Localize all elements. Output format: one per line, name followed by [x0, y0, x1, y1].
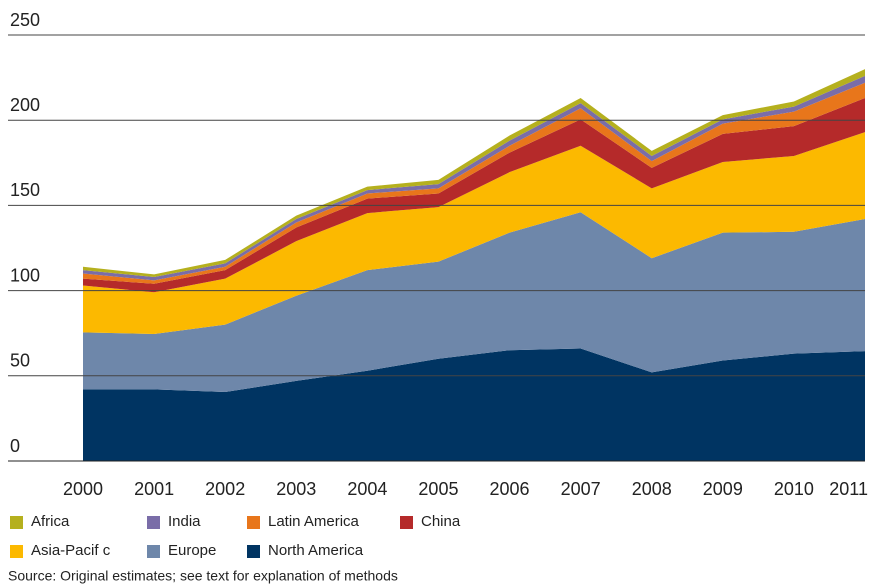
legend-label: North America	[268, 542, 364, 559]
area	[83, 98, 865, 293]
area	[83, 212, 865, 392]
legend-label: Africa	[31, 513, 70, 530]
legend-swatch	[400, 516, 413, 529]
area	[83, 132, 865, 335]
x-tick-label: 2011	[829, 479, 868, 499]
x-tick-label: 2007	[561, 479, 601, 499]
y-tick-label: 100	[10, 265, 40, 285]
x-tick-label: 2009	[703, 479, 743, 499]
y-tick-label: 0	[10, 436, 20, 456]
x-tick-label: 2002	[205, 479, 245, 499]
legend-label: India	[168, 513, 201, 530]
y-tick-label: 250	[10, 10, 40, 30]
y-tick-label: 150	[10, 180, 40, 200]
area	[83, 348, 865, 461]
legend-swatch	[10, 545, 23, 558]
legend-swatch	[247, 545, 260, 558]
legend-swatch	[147, 516, 160, 529]
y-tick-label: 200	[10, 95, 40, 115]
legend-swatch	[247, 516, 260, 529]
source-note: Source: Original estimates; see text for…	[8, 568, 398, 584]
legend-swatch	[147, 545, 160, 558]
x-tick-label: 2005	[418, 479, 458, 499]
x-tick-label: 2006	[490, 479, 530, 499]
y-tick-label: 50	[10, 351, 30, 371]
x-tick-label: 2001	[134, 479, 174, 499]
legend-label: Latin America	[268, 513, 360, 530]
legend-label: China	[421, 513, 461, 530]
legend-swatch	[10, 516, 23, 529]
x-tick-label: 2008	[632, 479, 672, 499]
x-tick-label: 2003	[276, 479, 316, 499]
legend-label: Asia-Pacif c	[31, 542, 111, 559]
x-tick-label: 2010	[774, 479, 814, 499]
legend-label: Europe	[168, 542, 216, 559]
x-tick-label: 2004	[347, 479, 387, 499]
x-tick-label: 2000	[63, 479, 103, 499]
